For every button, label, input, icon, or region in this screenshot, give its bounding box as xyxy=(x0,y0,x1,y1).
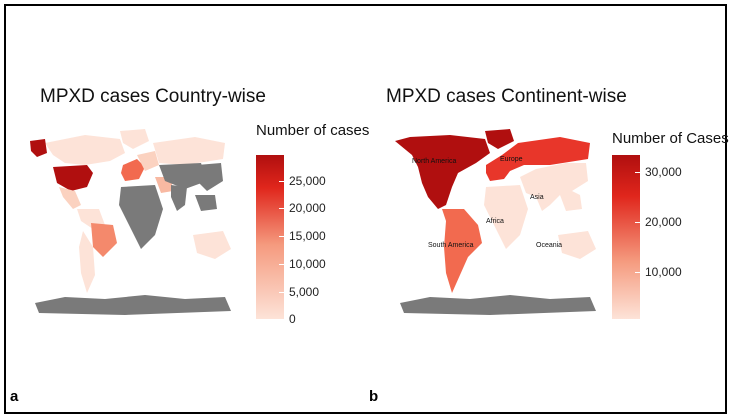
panel-b-letter: b xyxy=(369,388,379,405)
label-europe: Europe xyxy=(500,156,523,163)
map-europe xyxy=(486,137,590,181)
legend-b-colorbar xyxy=(612,155,640,319)
label-north-america: North America xyxy=(412,158,456,165)
map-south-america-south xyxy=(79,231,95,293)
legend-a-tick: 10,000 xyxy=(289,257,326,271)
panel-continent-wise: MPXD cases Continent-wise North America … xyxy=(360,0,729,420)
panel-a-letter: a xyxy=(10,388,19,405)
legend-b-tick: 30,000 xyxy=(645,165,682,179)
map-greenland xyxy=(485,129,514,149)
map-australia xyxy=(193,231,231,259)
map-africa xyxy=(119,185,163,249)
map-greenland xyxy=(120,129,149,149)
map-russia xyxy=(153,137,225,165)
legend-b-title: Number of Cases xyxy=(612,130,729,147)
label-asia: Asia xyxy=(530,194,544,201)
legend-a-tick: 0 xyxy=(289,312,296,326)
figure-frame xyxy=(4,4,727,414)
map-antarctica xyxy=(35,295,231,315)
map-india xyxy=(171,185,187,211)
label-oceania: Oceania xyxy=(536,242,562,249)
map-europe-west xyxy=(121,159,145,181)
legend-a-tickmark xyxy=(279,208,284,209)
legend-b-tickmark xyxy=(635,272,640,273)
panel-a-title: MPXD cases Country-wise xyxy=(40,86,266,107)
map-alaska xyxy=(30,139,47,157)
map-central-asia xyxy=(159,163,207,189)
legend-b-tickmark xyxy=(635,222,640,223)
legend-a-tickmark xyxy=(279,319,284,320)
legend-a-tickmark xyxy=(279,181,284,182)
legend-a-tick: 20,000 xyxy=(289,201,326,215)
legend-a-title: Number of cases xyxy=(256,122,370,139)
legend-a-colorbar xyxy=(256,155,284,319)
map-usa xyxy=(53,165,93,191)
map-east-asia xyxy=(197,163,223,191)
world-map-country xyxy=(30,129,231,315)
map-canada xyxy=(45,135,125,165)
label-africa: Africa xyxy=(486,218,504,225)
map-oceania xyxy=(558,231,596,259)
legend-a-tick: 15,000 xyxy=(289,229,326,243)
legend-a-tick: 5,000 xyxy=(289,285,320,299)
map-north-america xyxy=(395,135,490,209)
map-africa xyxy=(484,185,528,249)
legend-a-tick: 25,000 xyxy=(289,174,326,188)
map-south-america xyxy=(442,209,482,293)
world-map-continent: North America Europe Asia Africa South A… xyxy=(395,129,596,315)
label-south-america: South America xyxy=(428,242,474,249)
map-asia xyxy=(520,163,588,211)
legend-b-tick: 10,000 xyxy=(645,265,682,279)
map-europe-east xyxy=(137,151,159,171)
panel-b-title: MPXD cases Continent-wise xyxy=(386,86,627,107)
legend-a-tickmark xyxy=(279,264,284,265)
legend-b-tickmark xyxy=(635,172,640,173)
legend-a-tickmark xyxy=(279,292,284,293)
legend-a-tickmark xyxy=(279,236,284,237)
legend-b-tick: 20,000 xyxy=(645,215,682,229)
map-southeast-asia xyxy=(195,195,217,211)
map-antarctica xyxy=(400,295,596,315)
map-brazil xyxy=(91,223,117,257)
map-mexico xyxy=(59,187,81,209)
panel-country-wise: MPXD cases Country-wise Number xyxy=(0,0,369,420)
